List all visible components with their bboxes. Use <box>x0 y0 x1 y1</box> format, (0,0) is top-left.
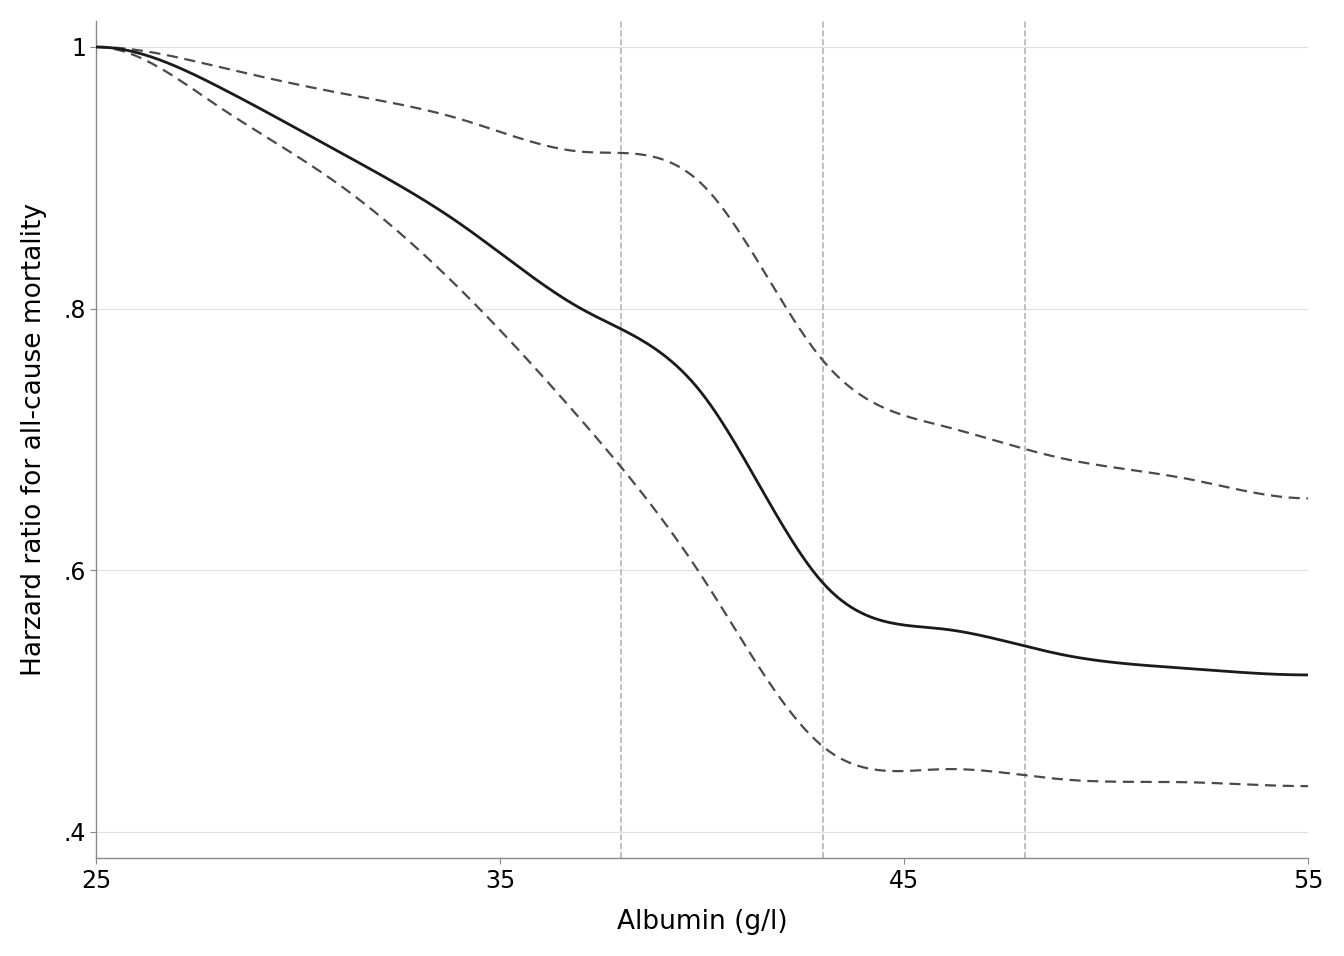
Y-axis label: Harzard ratio for all-cause mortality: Harzard ratio for all-cause mortality <box>22 203 47 676</box>
X-axis label: Albumin (g/l): Albumin (g/l) <box>617 909 788 935</box>
